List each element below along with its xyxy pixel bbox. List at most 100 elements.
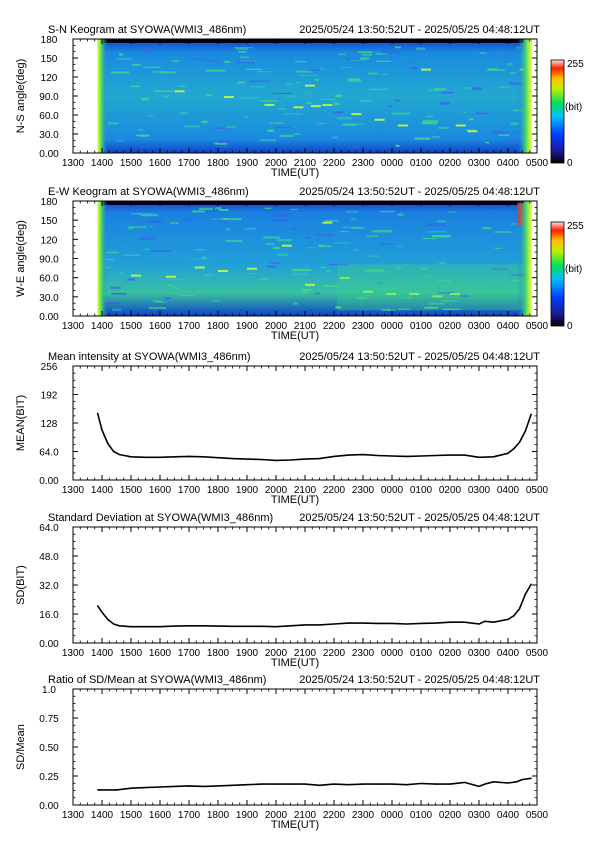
colorbar-unit-label: (bit) — [565, 264, 582, 275]
data-point — [484, 783, 486, 785]
keogram-streak — [442, 308, 460, 310]
keogram-streak — [306, 102, 313, 104]
keogram-streak — [136, 134, 150, 137]
x-tick-label: 0000 — [381, 321, 404, 332]
y-axis-label: N-S angle(deg) — [15, 59, 27, 134]
keogram-streak — [263, 277, 271, 279]
data-point — [318, 458, 321, 460]
x-tick-label: 1300 — [62, 158, 85, 169]
keogram-streak — [130, 212, 141, 215]
panel-ratio: Ratio of SD/Mean at SYOWA(WMI3_486nm) 202… — [15, 674, 549, 831]
data-point — [202, 785, 205, 788]
x-tick-label: 2300 — [352, 485, 375, 496]
keogram-streak — [165, 297, 172, 300]
y-tick-label: 1.0 — [42, 685, 56, 696]
x-tick-label: 1800 — [207, 321, 230, 332]
keogram-streak — [305, 237, 311, 239]
x-tick-label: 1900 — [236, 485, 259, 496]
keogram-streak — [339, 66, 353, 69]
keogram-streak — [479, 52, 487, 55]
keogram-streak — [138, 213, 157, 215]
x-tick-label: 2000 — [265, 648, 288, 659]
keogram-streak — [335, 94, 343, 98]
keogram-streak — [366, 283, 374, 286]
keogram-streak — [273, 92, 293, 94]
keogram-streak — [470, 141, 481, 144]
data-point — [434, 783, 437, 785]
keogram-streak — [194, 248, 206, 251]
keogram-streak — [139, 135, 149, 137]
keogram-streak — [257, 71, 272, 73]
keogram-streak — [152, 70, 165, 73]
keogram-streak — [426, 223, 446, 226]
keogram-streak — [510, 122, 519, 125]
x-tick-label: 1500 — [120, 321, 143, 332]
keogram-streak — [163, 95, 169, 98]
keogram-streak — [269, 122, 285, 124]
keogram-streak — [345, 210, 359, 213]
keogram-streak — [438, 292, 455, 294]
data-point — [376, 622, 379, 625]
keogram-streak — [318, 245, 332, 248]
data-point — [405, 784, 408, 786]
x-tick-label: 1300 — [62, 810, 85, 821]
keogram-streak — [238, 50, 247, 53]
data-point — [101, 611, 103, 613]
keogram-streak — [352, 249, 358, 251]
data-point — [144, 456, 147, 458]
data-point — [530, 583, 532, 585]
data-point — [188, 625, 190, 627]
keogram-streak — [217, 139, 232, 143]
keogram-streak — [302, 291, 311, 294]
keogram-streak — [427, 230, 446, 233]
x-tick-label: 1800 — [207, 648, 230, 659]
keogram-streak — [338, 53, 346, 56]
keogram-streak — [419, 288, 432, 291]
keogram-streak — [494, 231, 512, 233]
keogram-streak — [397, 213, 404, 216]
x-tick-label: 1700 — [178, 810, 201, 821]
panel-title: Standard Deviation at SYOWA(WMI3_486nm) — [48, 512, 273, 524]
keogram-streak — [190, 258, 210, 260]
keogram-streak — [351, 226, 365, 229]
data-point — [524, 593, 527, 595]
x-tick-label: 0000 — [381, 485, 404, 496]
data-point — [289, 783, 292, 785]
x-tick-label: 0100 — [410, 810, 433, 821]
data-point — [492, 781, 495, 783]
keogram-streak — [293, 302, 299, 305]
y-tick-label: 64.0 — [39, 448, 59, 459]
keogram-streak — [325, 219, 339, 222]
y-tick-label: 120 — [41, 235, 58, 246]
y-axis-label: SD(BIT) — [15, 565, 27, 605]
keogram-streak — [237, 81, 245, 84]
keogram-streak — [440, 300, 458, 303]
data-point — [107, 442, 109, 445]
keogram-feature — [131, 274, 141, 277]
keogram-streak — [274, 126, 291, 128]
keogram-streak — [223, 218, 242, 221]
data-point — [507, 618, 509, 621]
keogram-dawn-edge — [517, 201, 532, 316]
data-point — [217, 785, 219, 787]
x-tick-label: 2000 — [265, 158, 288, 169]
keogram-streak — [285, 83, 293, 85]
data-point — [391, 455, 393, 457]
x-tick-label: 0300 — [468, 158, 491, 169]
colorbar — [550, 221, 565, 327]
keogram-streak — [258, 278, 269, 280]
data-point — [275, 459, 277, 462]
keogram-streak — [143, 66, 161, 68]
x-tick-label: 1600 — [149, 321, 172, 332]
keogram-streak — [198, 207, 214, 210]
keogram-streak — [206, 69, 226, 72]
panel-sn: S-N Keogram at SYOWA(WMI3_486nm) 2025/05/… — [15, 24, 584, 179]
x-tick-label: 2300 — [352, 321, 375, 332]
keogram-streak — [225, 240, 243, 242]
data-point — [478, 785, 480, 788]
keogram-streak — [278, 108, 287, 110]
y-tick-label: 150 — [41, 216, 58, 227]
data-point — [130, 787, 132, 789]
keogram-streak — [214, 207, 222, 210]
colorbar-max-label: 255 — [567, 221, 584, 232]
